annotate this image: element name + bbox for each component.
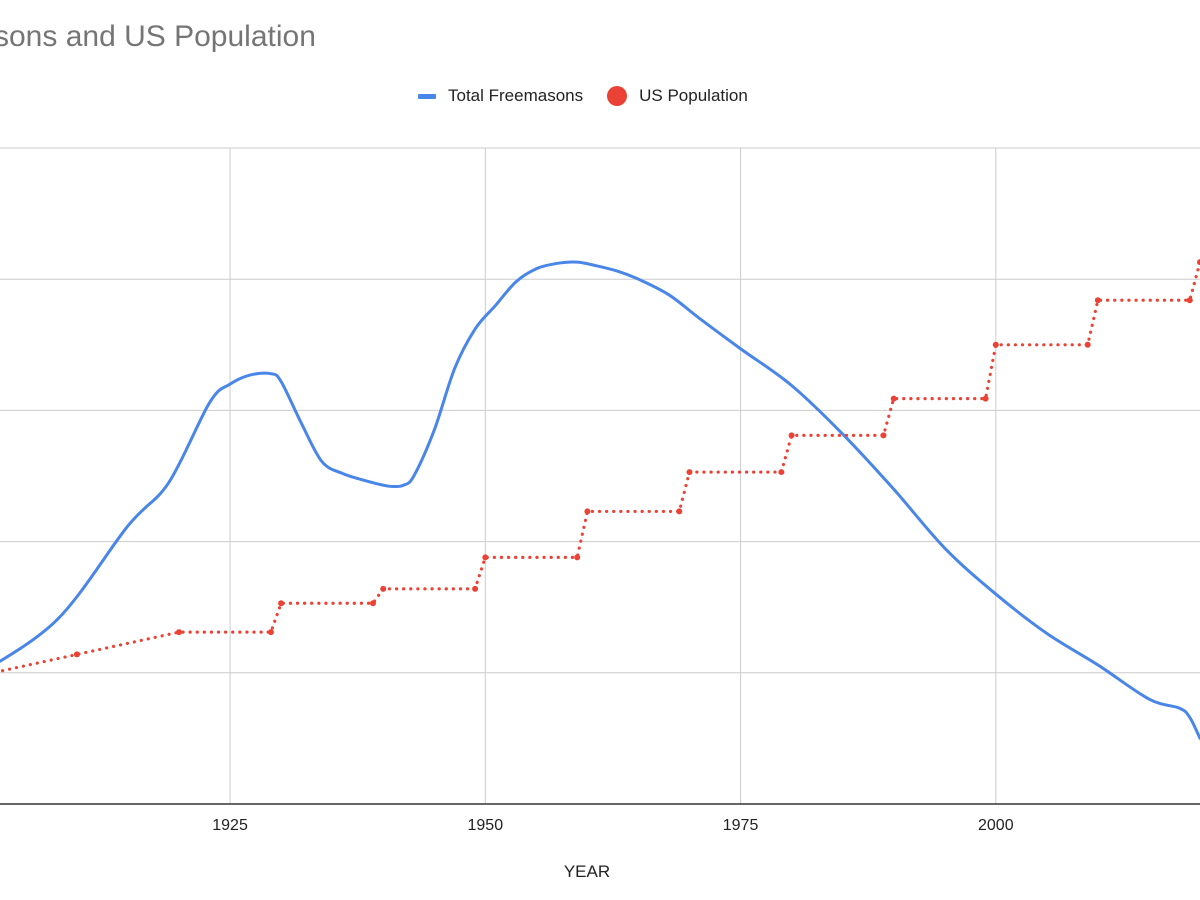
data-point-us-population — [686, 469, 693, 476]
data-point-us-population — [482, 554, 489, 561]
data-point-us-population — [788, 432, 795, 439]
legend-item-total-freemasons[interactable]: Total Freemasons — [418, 86, 583, 106]
data-point-us-population — [1186, 297, 1193, 304]
data-point-us-population — [992, 341, 999, 348]
x-tick-label: 2000 — [978, 817, 1014, 834]
series-line-total-freemasons — [0, 260, 1200, 740]
legend-line-icon — [418, 93, 436, 99]
data-point-us-population — [472, 585, 479, 592]
data-point-us-population — [1094, 297, 1101, 304]
data-point-us-population — [584, 508, 591, 515]
data-point-us-population — [574, 554, 581, 561]
data-point-us-population — [380, 585, 387, 592]
data-point-us-population — [982, 395, 989, 402]
data-point-us-population — [267, 629, 274, 636]
data-point-us-population — [176, 629, 182, 636]
data-point-us-population — [778, 469, 785, 476]
x-axis-title: YEAR — [564, 862, 610, 881]
data-point-us-population — [278, 600, 285, 607]
x-tick-label: 1975 — [723, 817, 759, 834]
legend-dot-icon — [607, 86, 628, 106]
data-point-us-population — [890, 395, 897, 402]
data-point-us-population — [1197, 259, 1200, 266]
data-point-us-population — [676, 508, 683, 515]
data-point-us-population — [73, 651, 80, 658]
legend-item-us-population[interactable]: US Population — [607, 86, 748, 106]
data-point-us-population — [369, 600, 376, 607]
chart-title: sons and US Population — [0, 20, 316, 53]
data-point-us-population — [880, 432, 887, 439]
x-tick-label: 1925 — [212, 817, 248, 834]
x-tick-label: 1950 — [468, 817, 504, 834]
data-point-us-population — [1084, 341, 1091, 348]
legend-label-total-freemasons: Total Freemasons — [448, 86, 584, 105]
legend: Total Freemasons US Population — [418, 86, 772, 106]
legend-label-us-population: US Population — [639, 86, 748, 105]
